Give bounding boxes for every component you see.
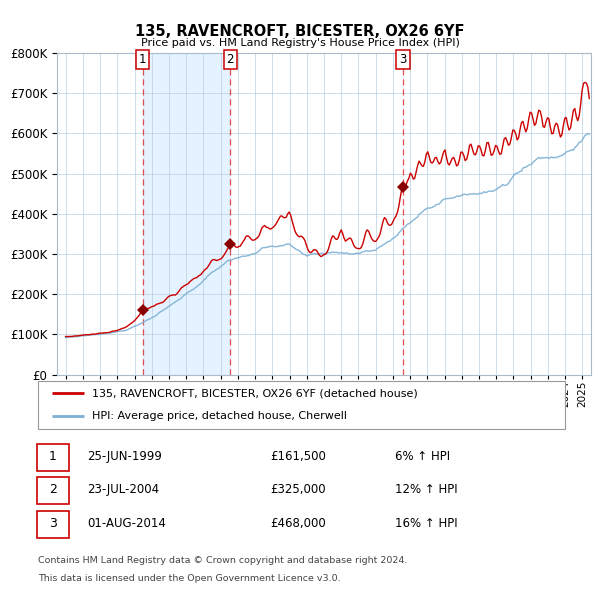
Text: 6% ↑ HPI: 6% ↑ HPI [395,450,450,463]
Text: 2: 2 [49,483,57,496]
Text: 135, RAVENCROFT, BICESTER, OX26 6YF (detached house): 135, RAVENCROFT, BICESTER, OX26 6YF (det… [92,388,418,398]
Text: 23-JUL-2004: 23-JUL-2004 [87,483,159,496]
Bar [37,444,68,471]
Text: 01-AUG-2014: 01-AUG-2014 [87,517,166,530]
Text: Price paid vs. HM Land Registry's House Price Index (HPI): Price paid vs. HM Land Registry's House … [140,38,460,48]
Text: 3: 3 [49,517,57,530]
Text: 2: 2 [227,53,234,66]
Text: 1: 1 [49,450,57,463]
Bar [37,511,68,538]
Text: This data is licensed under the Open Government Licence v3.0.: This data is licensed under the Open Gov… [38,574,341,583]
Text: £161,500: £161,500 [271,450,326,463]
Bar [143,53,230,375]
Text: £325,000: £325,000 [271,483,326,496]
Text: £468,000: £468,000 [271,517,326,530]
Text: 16% ↑ HPI: 16% ↑ HPI [395,517,457,530]
Text: 3: 3 [399,53,407,66]
Text: 135, RAVENCROFT, BICESTER, OX26 6YF: 135, RAVENCROFT, BICESTER, OX26 6YF [135,24,465,38]
Text: 1: 1 [139,53,146,66]
Text: HPI: Average price, detached house, Cherwell: HPI: Average price, detached house, Cher… [92,411,347,421]
Text: 12% ↑ HPI: 12% ↑ HPI [395,483,457,496]
Text: Contains HM Land Registry data © Crown copyright and database right 2024.: Contains HM Land Registry data © Crown c… [38,556,408,565]
Text: 25-JUN-1999: 25-JUN-1999 [87,450,162,463]
Bar [37,477,68,504]
